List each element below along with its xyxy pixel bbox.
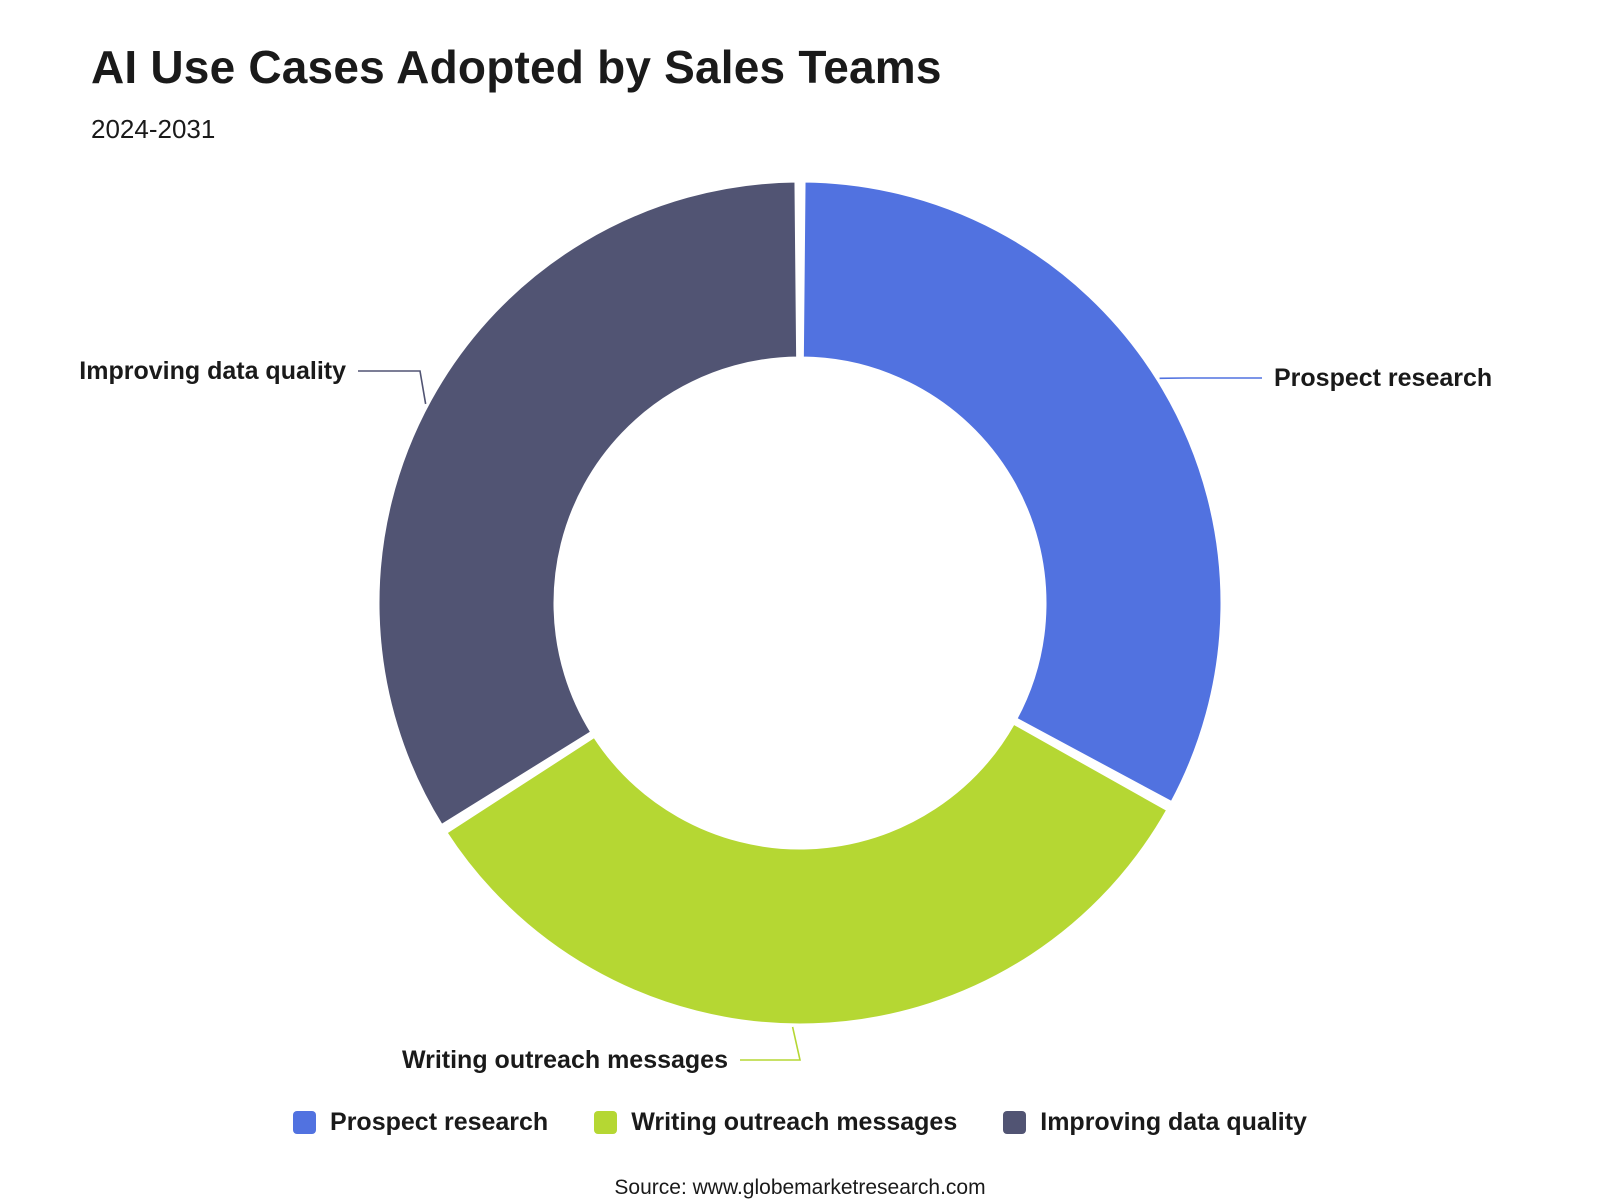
legend-swatch-writing-outreach-messages [594,1111,618,1134]
source-note: Source: www.globemarketresearch.com [614,1176,986,1199]
donut-slice-writing-outreach-messages[interactable] [444,721,1170,1027]
legend-item-improving-data-quality[interactable]: Improving data quality [1003,1108,1307,1137]
legend-item-writing-outreach-messages[interactable]: Writing outreach messages [594,1108,957,1137]
legend-label: Improving data quality [1040,1108,1307,1136]
legend-swatch-improving-data-quality [1003,1111,1027,1134]
chart-title: AI Use Cases Adopted by Sales Teams [91,41,942,93]
donut-slice-improving-data-quality[interactable] [376,179,800,828]
slice-label-writing-outreach-messages: Writing outreach messages [402,1046,728,1074]
slice-labels: Prospect research Writing outreach messag… [79,357,1492,1074]
donut-slice-prospect-research[interactable] [800,179,1224,805]
legend-item-prospect-research[interactable]: Prospect research [293,1108,548,1137]
leader-line-writing-outreach-messages [740,1026,801,1061]
slice-leader-lines [358,370,1262,1061]
leader-line-improving-data-quality [358,370,427,405]
slice-label-improving-data-quality: Improving data quality [79,357,346,385]
legend-swatch-prospect-research [293,1111,317,1134]
legend-label: Prospect research [330,1108,549,1136]
donut-slices [376,179,1224,1027]
chart-legend: Prospect research Writing outreach messa… [0,1108,1600,1137]
chart-subtitle: 2024-2031 [91,114,216,144]
slice-label-prospect-research: Prospect research [1274,364,1492,392]
legend-label: Writing outreach messages [631,1108,958,1136]
